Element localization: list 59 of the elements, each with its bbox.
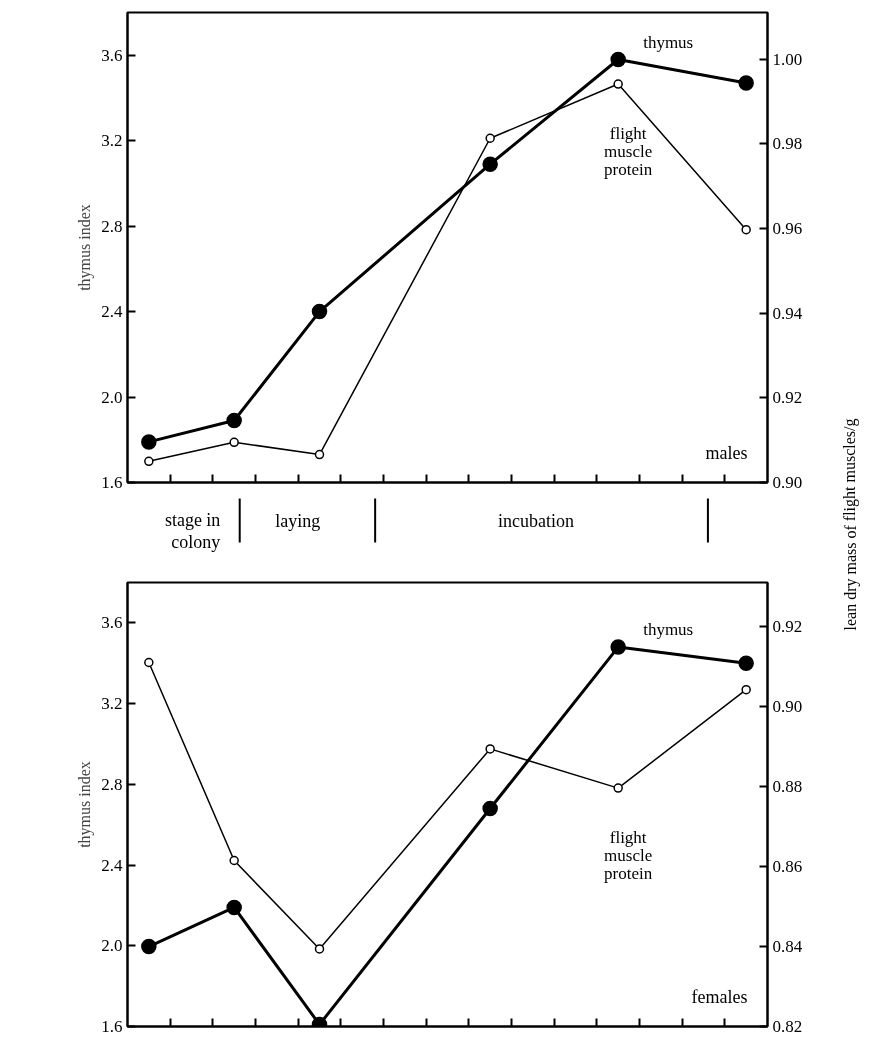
y-tick-label: 2.8 — [101, 774, 123, 794]
text: flight muscle protein — [604, 828, 653, 884]
y-axis-title: thymus index — [76, 204, 95, 291]
y-tick-label: 2.8 — [101, 216, 123, 236]
y2-tick-label: 0.94 — [772, 303, 803, 323]
y-axis-title: thymus index — [76, 761, 95, 848]
point — [482, 156, 498, 172]
series-label: thymus — [643, 32, 694, 52]
point — [144, 456, 154, 467]
point — [738, 655, 754, 671]
point — [613, 783, 623, 793]
point — [226, 412, 242, 429]
point — [610, 51, 626, 68]
point — [738, 75, 754, 91]
y2-tick-label: 0.84 — [772, 937, 803, 956]
y-tick-label: 3.6 — [101, 45, 123, 65]
point — [229, 855, 239, 866]
y2-axis-title: lean dry mass of flight muscles/g — [841, 418, 860, 631]
point — [314, 944, 325, 954]
y-tick-label: 2.4 — [101, 302, 123, 322]
point — [485, 744, 495, 754]
y2-tick-label: 0.92 — [772, 617, 803, 636]
y-tick-label: 3.2 — [101, 131, 123, 151]
y-tick-label: 2.0 — [101, 387, 123, 407]
text: incubation — [498, 510, 575, 531]
point — [141, 434, 157, 450]
y2-tick-label: 0.86 — [772, 857, 803, 876]
point — [741, 684, 751, 695]
annotation: females — [691, 986, 748, 1007]
y2-tick-label: 0.96 — [772, 218, 803, 238]
y2-tick-label: 0.92 — [772, 388, 803, 408]
point — [226, 899, 242, 916]
point — [311, 303, 328, 320]
point — [144, 657, 154, 668]
point — [314, 449, 325, 460]
y-tick-label: 1.6 — [101, 1017, 123, 1036]
point — [485, 133, 495, 143]
point — [141, 938, 157, 955]
y2-tick-label: 0.88 — [772, 777, 803, 796]
y2-tick-label: 1.00 — [772, 49, 803, 69]
y-tick-label: 3.2 — [101, 694, 123, 714]
point — [229, 437, 239, 448]
y2-tick-label: 0.90 — [772, 473, 803, 492]
y-tick-label: 2.0 — [101, 936, 123, 956]
text: laying — [275, 510, 321, 531]
y2-tick-label: 0.90 — [772, 697, 803, 716]
point — [741, 224, 751, 235]
y2-tick-label: 0.98 — [772, 134, 803, 154]
point — [482, 800, 498, 817]
y-tick-label: 1.6 — [101, 473, 123, 492]
text: stage in colony — [164, 509, 221, 552]
series-label: thymus — [643, 620, 694, 640]
annotation: males — [705, 442, 748, 463]
y2-tick-label: 0.82 — [772, 1017, 803, 1036]
point — [613, 79, 623, 89]
series-label: flight muscle protein — [604, 124, 653, 180]
y-tick-label: 3.6 — [101, 613, 123, 633]
point — [610, 639, 626, 655]
y-tick-label: 2.4 — [101, 855, 123, 875]
